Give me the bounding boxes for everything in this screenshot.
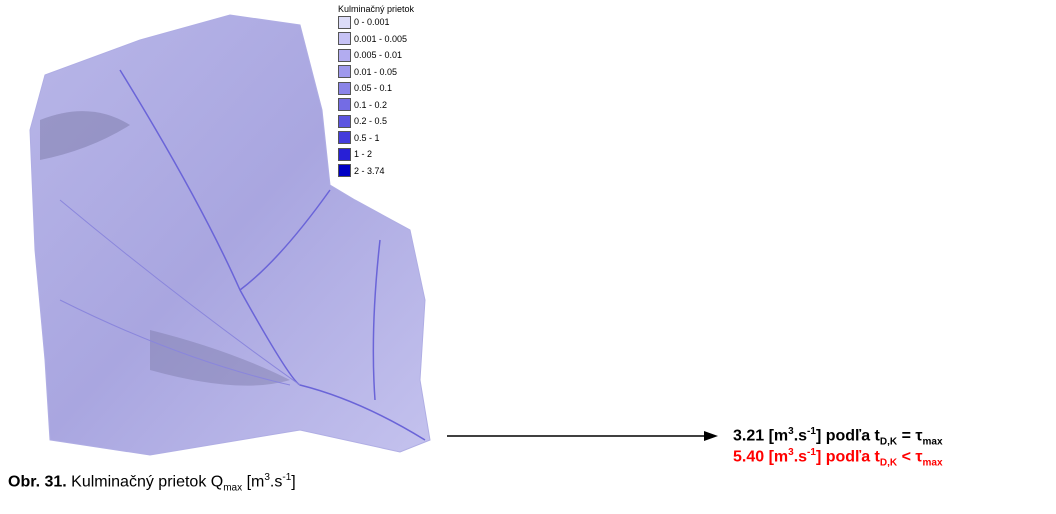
legend-item: 0.5 - 1 xyxy=(338,130,414,147)
result-text: 3.21 [m xyxy=(733,427,788,444)
result-text: max xyxy=(923,437,943,448)
caption-sup: -1 xyxy=(282,472,291,483)
caption-text: [m xyxy=(242,473,264,490)
legend-swatch xyxy=(338,49,351,62)
legend-item: 0.2 - 0.5 xyxy=(338,113,414,130)
legend-item: 0.05 - 0.1 xyxy=(338,80,414,97)
legend-item: 0.005 - 0.01 xyxy=(338,47,414,64)
result-text: max xyxy=(923,458,943,469)
legend-item: 0.01 - 0.05 xyxy=(338,64,414,81)
legend-swatch xyxy=(338,16,351,29)
result-text: ] podľa t xyxy=(816,448,880,465)
caption-sub: max xyxy=(223,483,242,494)
legend-label: 0.01 - 0.05 xyxy=(354,67,397,77)
result-text: -1 xyxy=(807,447,816,458)
result-text: ] podľa t xyxy=(816,427,880,444)
page: Kulminačný prietok 0 - 0.001 0.001 - 0.00… xyxy=(0,0,1056,514)
result-text: < τ xyxy=(897,448,922,465)
legend-label: 0 - 0.001 xyxy=(354,17,390,27)
caption-text: ] xyxy=(291,473,295,490)
legend-swatch xyxy=(338,164,351,177)
caption-text: .s xyxy=(270,473,282,490)
legend-item: 0.1 - 0.2 xyxy=(338,97,414,114)
legend-label: 0.5 - 1 xyxy=(354,133,380,143)
legend-swatch xyxy=(338,148,351,161)
legend-item: 0.001 - 0.005 xyxy=(338,31,414,48)
caption: Obr. 31. Kulminačný prietok Qmax [m3.s-1… xyxy=(8,472,296,494)
legend-label: 0.005 - 0.01 xyxy=(354,50,402,60)
result-text: 5.40 [m xyxy=(733,448,788,465)
legend-label: 0.2 - 0.5 xyxy=(354,116,387,126)
caption-text: Kulminačný prietok Q xyxy=(67,473,224,490)
legend-label: 1 - 2 xyxy=(354,149,372,159)
legend-item: 0 - 0.001 xyxy=(338,14,414,31)
legend-swatch xyxy=(338,32,351,45)
result-line: 5.40 [m3.s-1] podľa tD,K < τmax xyxy=(733,447,943,469)
legend-label: 0.05 - 0.1 xyxy=(354,83,392,93)
result-text: .s xyxy=(794,427,807,444)
result-text: .s xyxy=(794,448,807,465)
legend-swatch xyxy=(338,115,351,128)
legend-swatch xyxy=(338,98,351,111)
legend-item: 1 - 2 xyxy=(338,146,414,163)
arrow-head xyxy=(704,431,718,441)
legend-label: 0.001 - 0.005 xyxy=(354,34,407,44)
result-text: D,K xyxy=(880,458,897,469)
legend-item: 2 - 3.74 xyxy=(338,163,414,180)
legend-label: 2 - 3.74 xyxy=(354,166,385,176)
caption-label: Obr. 31. xyxy=(8,473,67,490)
legend-label: 0.1 - 0.2 xyxy=(354,100,387,110)
legend-swatch xyxy=(338,65,351,78)
legend: Kulminačný prietok 0 - 0.001 0.001 - 0.00… xyxy=(338,4,414,179)
legend-swatch xyxy=(338,82,351,95)
result-text: -1 xyxy=(807,426,816,437)
result-line: 3.21 [m3.s-1] podľa tD,K = τmax xyxy=(733,426,943,448)
result-text: = τ xyxy=(897,427,922,444)
legend-swatch xyxy=(338,131,351,144)
result-text: D,K xyxy=(880,437,897,448)
legend-title: Kulminačný prietok xyxy=(338,4,414,14)
